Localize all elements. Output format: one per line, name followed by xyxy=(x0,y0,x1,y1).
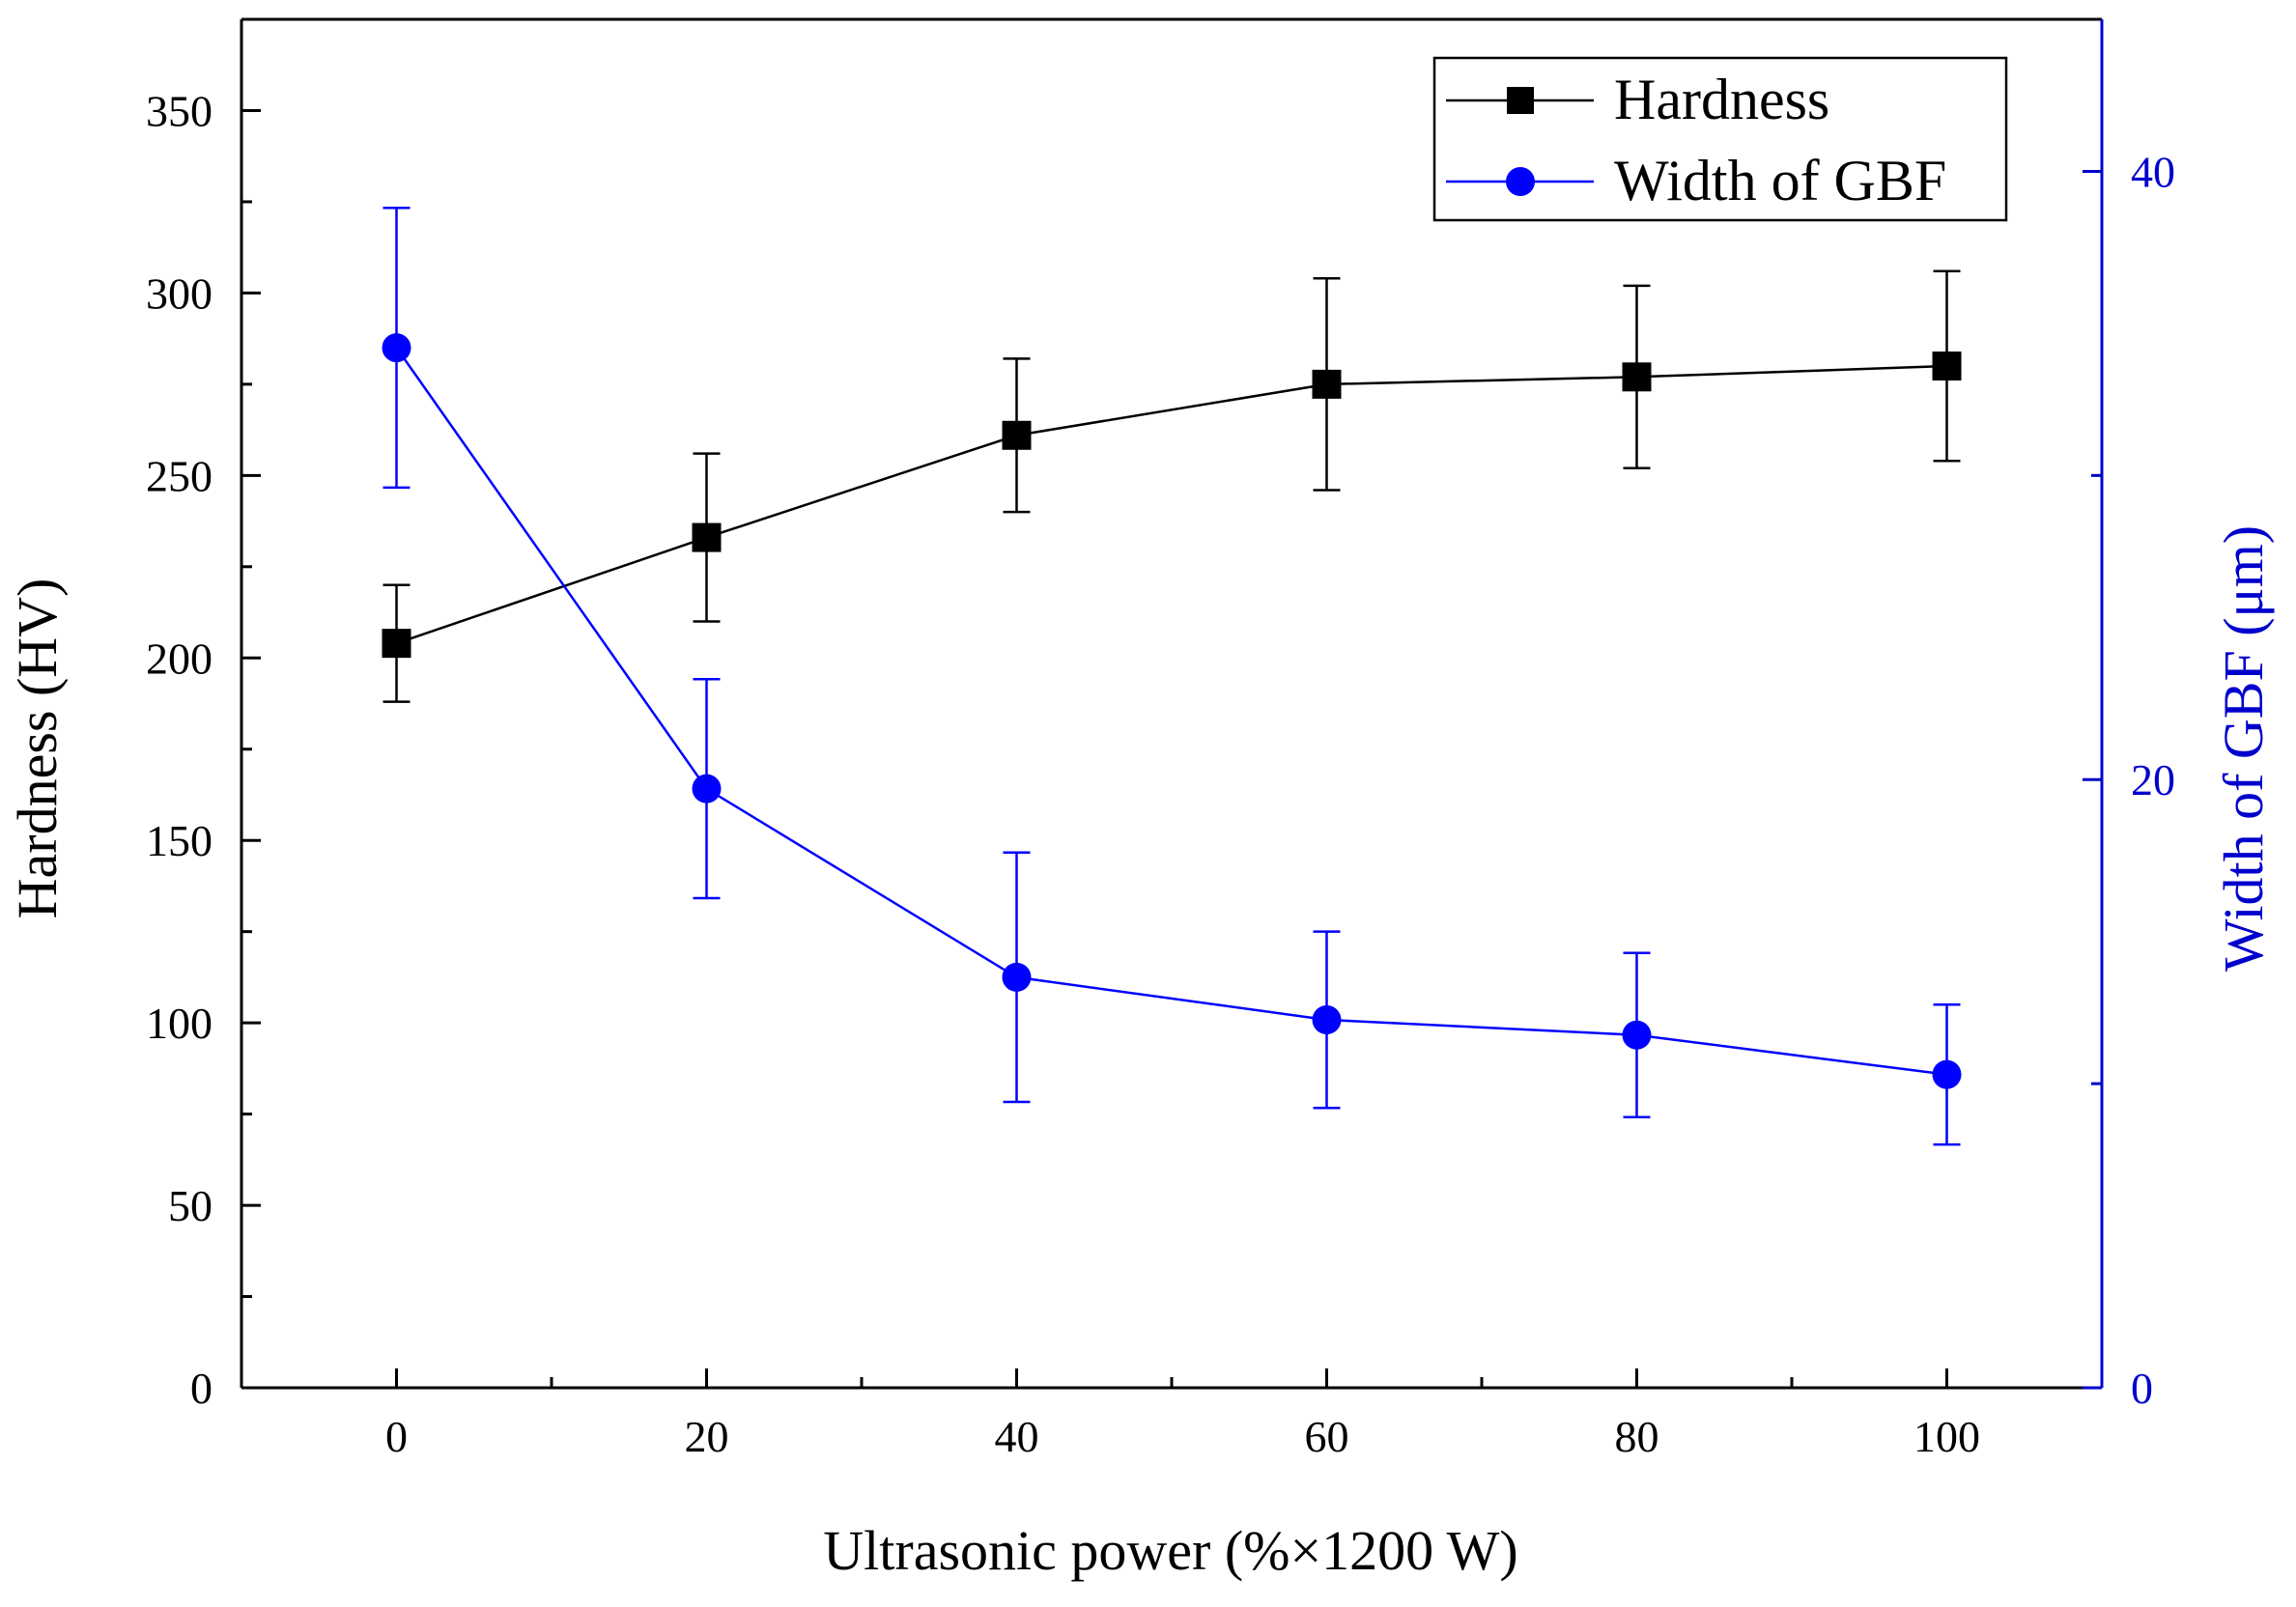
legend-marker-hardness xyxy=(1507,87,1534,114)
plot-frame xyxy=(240,17,2104,1390)
y-tick-label: 50 xyxy=(168,1181,213,1230)
data-point xyxy=(1932,351,1962,381)
legend-marker-width-gbf xyxy=(1506,167,1535,196)
data-point xyxy=(382,333,411,363)
legend-label-width-gbf: Width of GBF xyxy=(1614,149,1946,212)
y-axis-title: Hardness (HV) xyxy=(6,578,69,919)
series-line xyxy=(396,364,1947,645)
data-point xyxy=(382,629,411,659)
axis-labels: Ultrasonic power (%×1200 W) Hardness (HV… xyxy=(6,525,2275,1582)
legend: Hardness Width of GBF xyxy=(1432,56,2008,222)
data-point xyxy=(1622,1020,1652,1050)
series-width-gbf xyxy=(382,206,1962,1146)
x-tick-label: 0 xyxy=(385,1412,408,1461)
series-line xyxy=(395,347,1947,1076)
data-point xyxy=(1622,362,1652,392)
x-tick-label: 100 xyxy=(1913,1412,1980,1461)
axis-ticks: 0 20 40 60 80 100 0 50 100 150 200 250 300 350 0 20 40 xyxy=(146,86,2175,1461)
y-tick-label: 200 xyxy=(146,634,213,683)
data-point xyxy=(1932,1059,1962,1089)
y2-tick-label: 40 xyxy=(2131,147,2175,196)
y2-tick-label: 0 xyxy=(2131,1364,2153,1413)
x-tick-label: 40 xyxy=(995,1412,1039,1461)
y-tick-label: 300 xyxy=(146,268,213,318)
x-tick-label: 80 xyxy=(1615,1412,1659,1461)
y-tick-label: 150 xyxy=(146,816,213,865)
y2-tick-label: 20 xyxy=(2131,755,2175,804)
data-point xyxy=(692,522,722,552)
x-tick-label: 20 xyxy=(685,1412,729,1461)
y-tick-label: 250 xyxy=(146,451,213,500)
legend-label-hardness: Hardness xyxy=(1614,68,1829,131)
x-axis-title: Ultrasonic power (%×1200 W) xyxy=(823,1519,1517,1582)
y2-axis-title: Width of GBF (μm) xyxy=(2212,525,2275,972)
data-point xyxy=(1312,369,1342,399)
series-hardness xyxy=(382,269,1962,703)
data-point xyxy=(1312,1004,1342,1034)
data-point xyxy=(692,774,722,804)
data-point xyxy=(1002,420,1032,450)
data-point xyxy=(1002,962,1032,992)
series-layer xyxy=(382,206,1962,1146)
y-tick-label: 350 xyxy=(146,86,213,135)
x-tick-label: 60 xyxy=(1305,1412,1349,1461)
y-tick-label: 0 xyxy=(190,1364,213,1413)
y-tick-label: 100 xyxy=(146,999,213,1048)
legend-box xyxy=(1432,56,2008,222)
